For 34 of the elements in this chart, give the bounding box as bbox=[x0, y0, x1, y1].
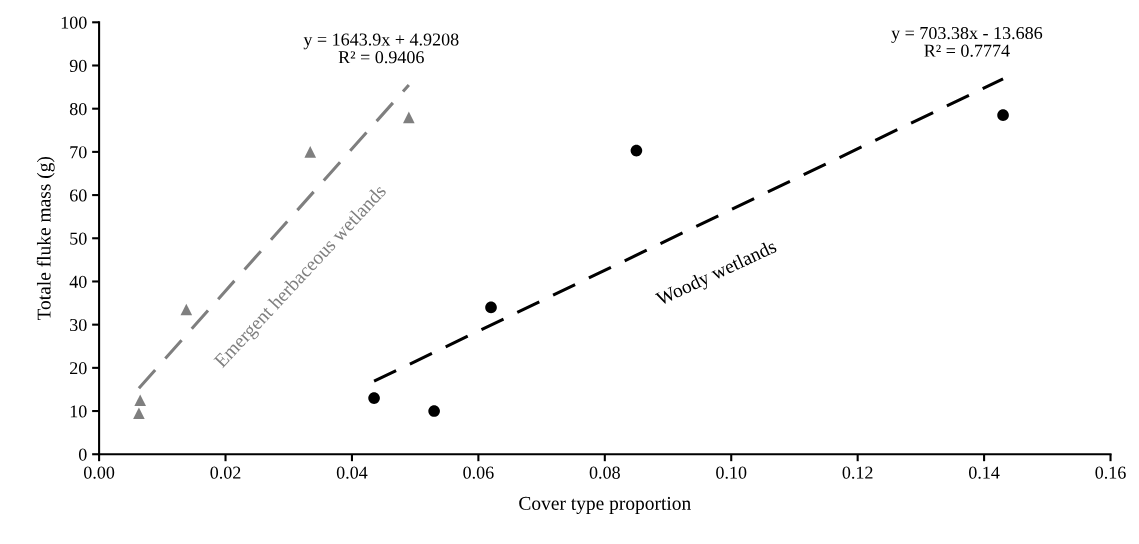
x-tick-label: 0.12 bbox=[842, 466, 873, 479]
y-tick-label: 90 bbox=[69, 59, 87, 72]
y-tick-label: 30 bbox=[70, 318, 87, 332]
point bbox=[630, 144, 643, 157]
y-tick-label: 70 bbox=[70, 146, 87, 159]
y-tick-label: 50 bbox=[70, 232, 87, 245]
y-tick-label: 40 bbox=[69, 275, 87, 288]
point bbox=[368, 392, 380, 404]
x-axis-title: Cover type proportion bbox=[519, 496, 691, 514]
y-tick-label: 0 bbox=[78, 448, 87, 461]
point bbox=[997, 109, 1009, 121]
x-tick-label: 0.16 bbox=[1095, 466, 1126, 479]
annotation: y = 1643.9x + 4.9208 R² = 0.9406 bbox=[303, 33, 459, 64]
y-tick-label: 80 bbox=[69, 102, 87, 116]
point bbox=[304, 146, 317, 158]
point bbox=[403, 111, 415, 124]
y-tick-label: 10 bbox=[70, 405, 87, 418]
point bbox=[428, 405, 440, 417]
x-tick-label: 0.08 bbox=[589, 466, 620, 479]
point bbox=[180, 303, 193, 316]
x-tick-label: 0.04 bbox=[336, 466, 368, 479]
x-tick-label: 0.14 bbox=[968, 466, 1000, 479]
y-tick-label: 60 bbox=[70, 189, 87, 202]
annotation: y = 703.38x - 13.686 R² = 0.7774 bbox=[891, 26, 1043, 57]
point bbox=[485, 301, 497, 314]
y-tick-label: 20 bbox=[70, 362, 87, 375]
point bbox=[133, 407, 145, 420]
x-tick-label: 0.00 bbox=[83, 466, 115, 479]
x-tick-label: 0.10 bbox=[716, 466, 747, 479]
point bbox=[134, 394, 146, 407]
y-tick-label: 100 bbox=[61, 16, 87, 29]
x-tick-label: 0.06 bbox=[463, 466, 494, 479]
x-tick-label: 0.02 bbox=[210, 466, 241, 479]
y-axis-title: Totale fluke mass (g) bbox=[36, 156, 55, 321]
